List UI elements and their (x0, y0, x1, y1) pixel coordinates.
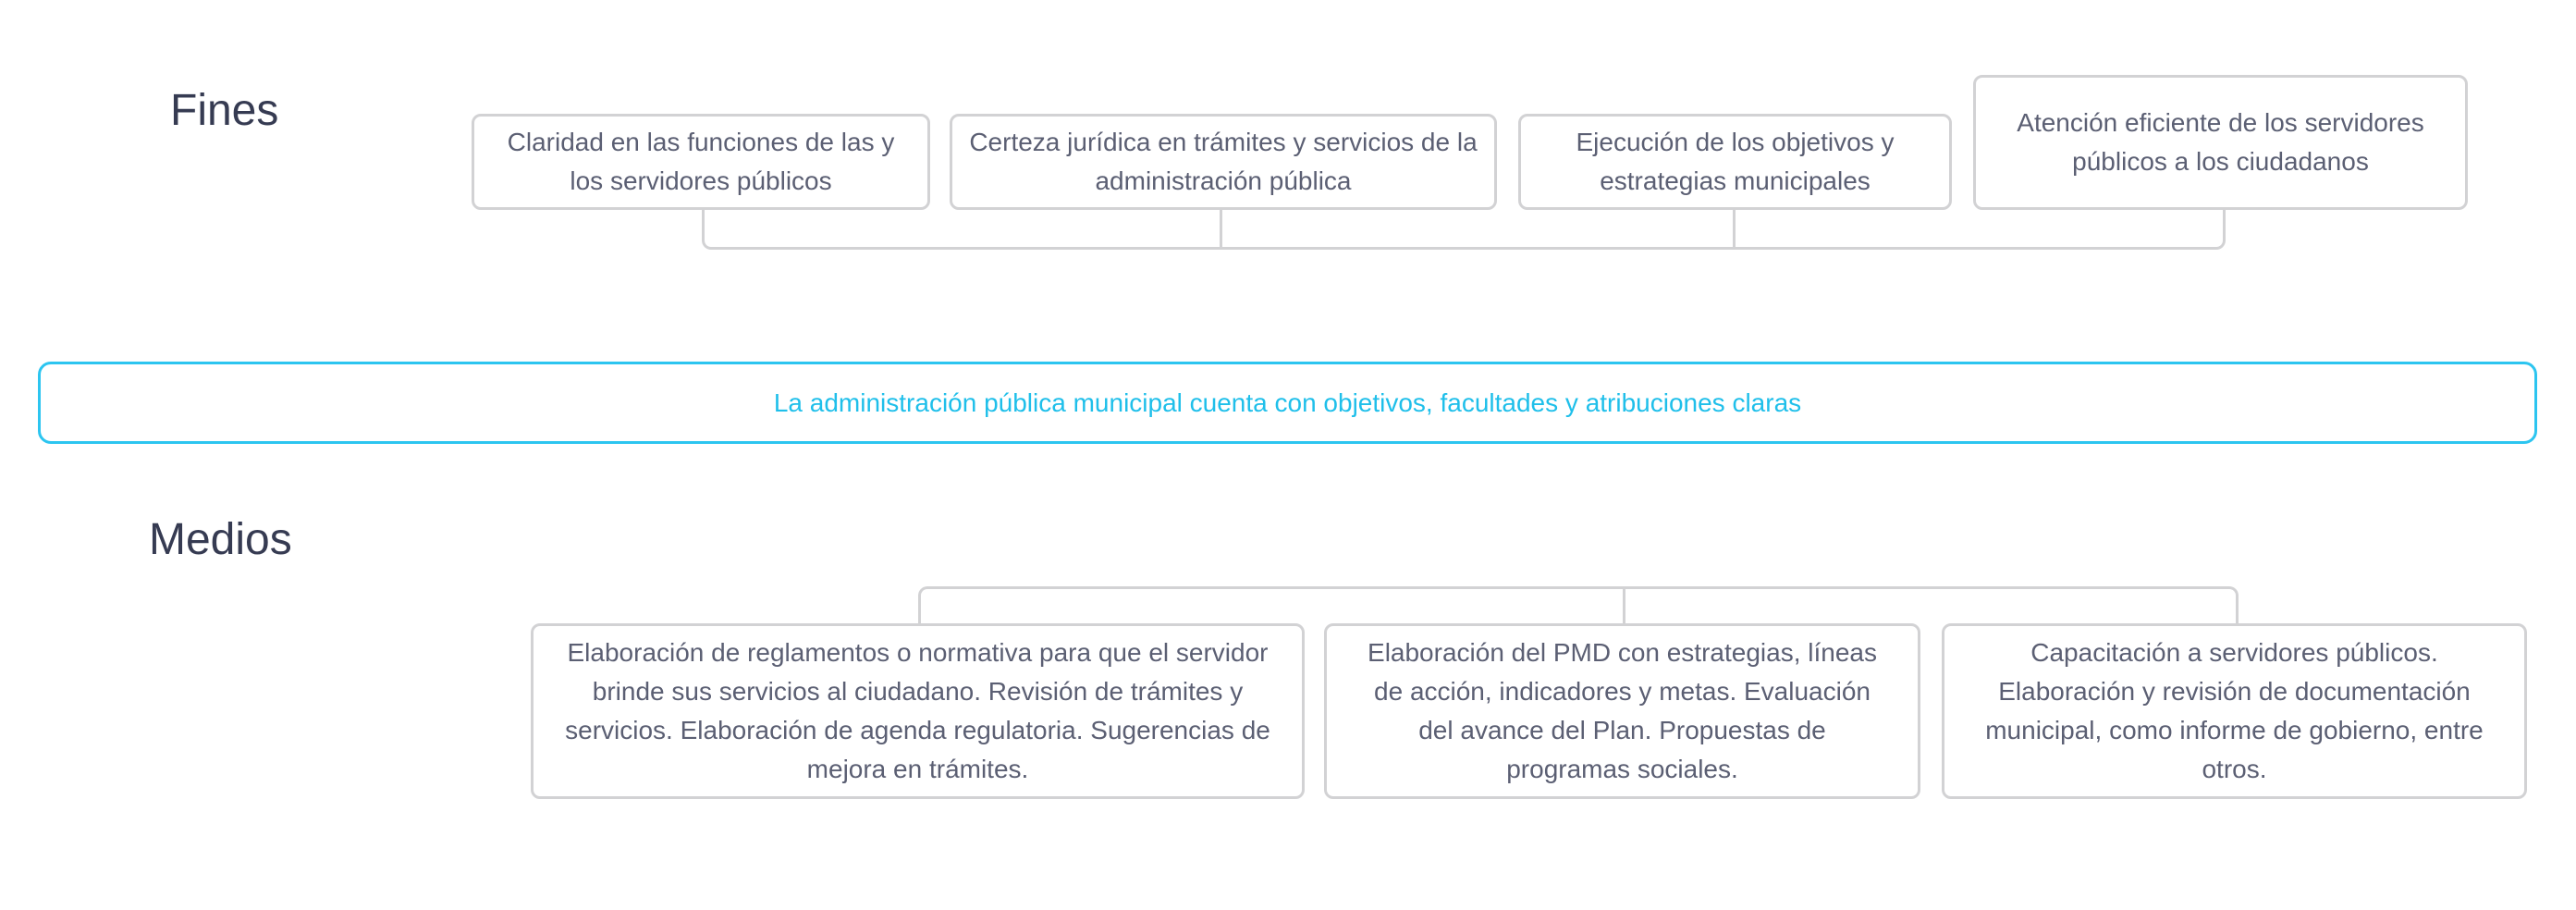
medio-box: Elaboración de reglamentos o normativa p… (531, 623, 1305, 799)
fines-connector-stem (1733, 208, 1736, 247)
fin-box: Ejecución de los objetivos y estrategias… (1518, 114, 1952, 210)
fines-connector-stem (1220, 208, 1222, 247)
fines-title: Fines (170, 86, 279, 135)
medios-connector-stem (1623, 586, 1625, 625)
medios-title: Medios (149, 515, 292, 564)
central-objective: La administración pública municipal cuen… (38, 362, 2537, 444)
fin-box: Claridad en las funciones de las y los s… (472, 114, 930, 210)
fin-box: Certeza jurídica en trámites y servicios… (950, 114, 1497, 210)
medio-box: Elaboración del PMD con estrategias, lín… (1324, 623, 1920, 799)
medios-connector (918, 586, 2239, 628)
medio-box: Capacitación a servidores públicos. Elab… (1942, 623, 2527, 799)
fines-connector (702, 208, 2226, 250)
fin-box: Atención eficiente de los servidores púb… (1973, 75, 2468, 210)
